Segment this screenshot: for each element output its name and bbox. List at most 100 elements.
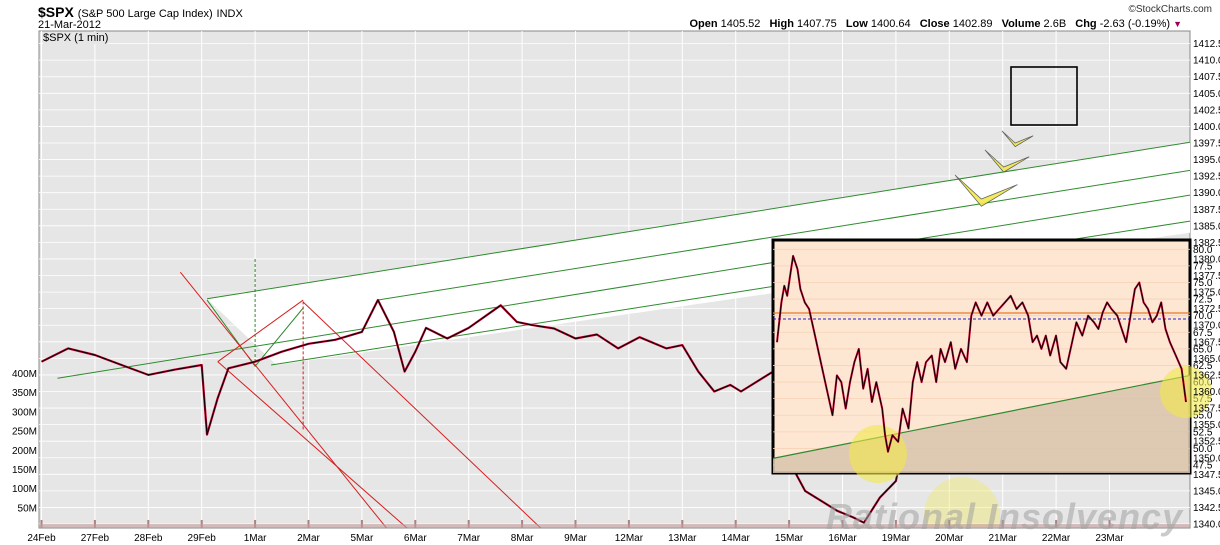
x-tick-label: 8Mar	[511, 533, 534, 544]
volume-tick-label: 100M	[12, 484, 37, 495]
exchange-label: INDX	[216, 8, 243, 20]
x-tick-label: 15Mar	[775, 533, 804, 544]
y-tick-label: 1385.0	[1193, 221, 1220, 232]
inset-trend-line	[772, 374, 1191, 459]
y-tick-label: 1340.0	[1193, 520, 1220, 531]
open-value: 1405.52	[720, 18, 761, 30]
y-tick-label: 1387.5	[1193, 205, 1220, 216]
y-tick-label: 1365.0	[1193, 354, 1220, 365]
y-tick-label: 1370.0	[1193, 321, 1220, 332]
chart-symbol: $SPX (S&P 500 Large Cap Index) INDX	[38, 4, 243, 20]
y-tick-label: 1345.0	[1193, 486, 1220, 497]
x-tick-label: 20Mar	[935, 533, 964, 544]
credit: ©StockCharts.com	[1128, 4, 1212, 15]
channel-upper-line	[206, 141, 1190, 300]
y-tick-label: 1410.0	[1193, 56, 1220, 67]
inset-y-tick-label: 67.5	[1193, 328, 1213, 339]
zoom-box	[1010, 66, 1078, 126]
x-tick-label: 29Feb	[188, 533, 217, 544]
highlight-circle	[924, 477, 1000, 528]
y-tick-label: 1362.5	[1193, 370, 1220, 381]
x-tick-label: 27Feb	[81, 533, 110, 544]
y-tick-label: 1367.5	[1193, 337, 1220, 348]
watermark: Rational Insolvency	[826, 496, 1184, 537]
inset-y-tick-label: 50.0	[1193, 444, 1213, 455]
x-tick-label: 1Mar	[244, 533, 267, 544]
change-value: -2.63 (-0.19%)	[1099, 18, 1171, 30]
x-tick-label: 12Mar	[615, 533, 644, 544]
down-channel-lower-line	[302, 301, 542, 528]
y-tick-label: 1405.0	[1193, 89, 1220, 100]
y-tick-label: 1390.0	[1193, 188, 1220, 199]
low-value: 1400.64	[870, 18, 911, 30]
inset-highlight-circle	[1160, 366, 1212, 418]
x-tick-label: 7Mar	[457, 533, 480, 544]
x-tick-label: 9Mar	[564, 533, 587, 544]
y-tick-label: 1360.0	[1193, 387, 1220, 398]
x-tick-label: 6Mar	[404, 533, 427, 544]
inset-highlight-circle	[849, 425, 907, 483]
volume-tick-label: 400M	[12, 369, 37, 380]
inset-y-tick-label: 70.0	[1193, 311, 1213, 322]
volume-value: 2.6B	[1043, 18, 1067, 30]
volume-tick-label: 200M	[12, 446, 37, 457]
down-channel-mid-line	[217, 361, 408, 528]
volume-tick-label: 150M	[12, 465, 37, 476]
inset-y-tick-label: 65.0	[1193, 344, 1213, 355]
chart-date: 21-Mar-2012	[38, 19, 101, 31]
arrow-chevron-icon	[954, 174, 1018, 207]
y-tick-label: 1372.5	[1193, 304, 1220, 315]
y-tick-label: 1380.0	[1193, 254, 1220, 265]
inset-y-tick-label: 77.5	[1193, 261, 1213, 272]
x-tick-label: 28Feb	[134, 533, 163, 544]
x-tick-label: 16Mar	[828, 533, 857, 544]
volume-baseline	[39, 524, 1190, 528]
pitchfork-handle	[206, 299, 304, 368]
volume-tick-label: 300M	[12, 407, 37, 418]
inset-y-tick-label: 75.0	[1193, 278, 1213, 289]
y-tick-label: 1357.5	[1193, 404, 1220, 415]
y-tick-label: 1392.5	[1193, 172, 1220, 183]
arrow-chevron-icon	[1001, 130, 1034, 148]
channel-fill	[207, 142, 1190, 365]
y-tick-label: 1397.5	[1193, 138, 1220, 149]
y-tick-label: 1382.5	[1193, 238, 1220, 249]
inset-y-tick-label: 62.5	[1193, 361, 1213, 372]
x-tick-label: 19Mar	[882, 533, 911, 544]
channel-lower-line	[57, 194, 1190, 379]
x-tick-label: 13Mar	[668, 533, 697, 544]
ohlc-readout: Open 1405.52 High 1407.75 Low 1400.64 Cl…	[689, 18, 1182, 30]
volume-tick-label: 350M	[12, 388, 37, 399]
y-tick-label: 1350.0	[1193, 453, 1220, 464]
inset-y-tick-label: 52.5	[1193, 427, 1213, 438]
volume-tick-label: 50M	[18, 503, 37, 514]
inset-y-tick-label: 47.5	[1193, 461, 1213, 472]
panel-label: $SPX (1 min)	[43, 32, 109, 44]
down-channel-handle	[217, 299, 304, 363]
high-value: 1407.75	[796, 18, 837, 30]
down-triangle-icon: ▼	[1173, 19, 1182, 29]
inset-price-line	[776, 255, 1187, 453]
volume-bars	[39, 520, 1190, 528]
x-tick-label: 24Feb	[27, 533, 56, 544]
y-tick-label: 1407.5	[1193, 72, 1220, 83]
x-tick-label: 21Mar	[989, 533, 1018, 544]
x-tick-label: 14Mar	[722, 533, 751, 544]
x-tick-label: 22Mar	[1042, 533, 1071, 544]
volume-tick-label: 250M	[12, 427, 37, 438]
y-tick-label: 1352.5	[1193, 437, 1220, 448]
inset-y-tick-label: 55.0	[1193, 411, 1213, 422]
y-tick-label: 1347.5	[1193, 470, 1220, 481]
channel-low2-line	[271, 220, 1190, 366]
x-tick-label: 5Mar	[351, 533, 374, 544]
y-tick-label: 1400.0	[1193, 122, 1220, 133]
y-tick-label: 1412.5	[1193, 39, 1220, 50]
y-tick-label: 1355.0	[1193, 420, 1220, 431]
x-tick-label: 23Mar	[1095, 533, 1124, 544]
y-tick-label: 1395.0	[1193, 155, 1220, 166]
arrow-chevron-icon	[984, 149, 1030, 173]
median-line	[377, 169, 1190, 301]
inset-y-tick-label: 72.5	[1193, 295, 1213, 306]
y-tick-label: 1342.5	[1193, 503, 1220, 514]
